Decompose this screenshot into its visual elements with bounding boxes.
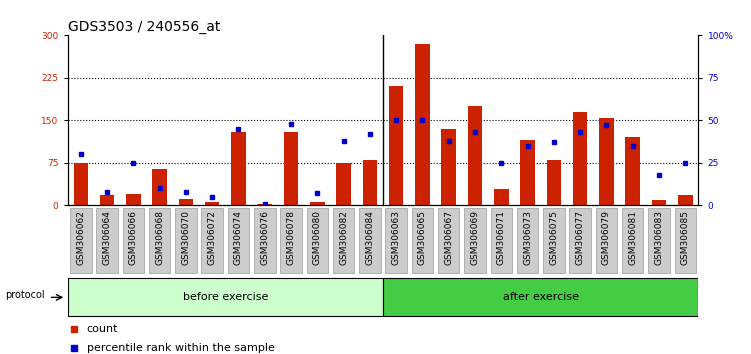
FancyBboxPatch shape bbox=[674, 208, 696, 273]
Text: GSM306077: GSM306077 bbox=[576, 210, 584, 265]
Text: GSM306071: GSM306071 bbox=[497, 210, 505, 265]
FancyBboxPatch shape bbox=[464, 208, 486, 273]
Bar bbox=[126, 194, 140, 205]
Text: GSM306083: GSM306083 bbox=[655, 210, 663, 265]
FancyBboxPatch shape bbox=[359, 208, 381, 273]
Text: count: count bbox=[86, 324, 118, 333]
Text: GSM306085: GSM306085 bbox=[681, 210, 689, 265]
Bar bbox=[205, 202, 219, 205]
FancyBboxPatch shape bbox=[254, 208, 276, 273]
Text: GSM306064: GSM306064 bbox=[103, 210, 111, 265]
Text: GSM306078: GSM306078 bbox=[287, 210, 295, 265]
Bar bbox=[494, 189, 508, 205]
Bar bbox=[415, 44, 430, 205]
Text: GSM306073: GSM306073 bbox=[523, 210, 532, 265]
FancyBboxPatch shape bbox=[333, 208, 354, 273]
Bar bbox=[389, 86, 403, 205]
Text: before exercise: before exercise bbox=[182, 292, 268, 302]
Text: GSM306070: GSM306070 bbox=[182, 210, 190, 265]
FancyBboxPatch shape bbox=[175, 208, 197, 273]
Bar bbox=[520, 140, 535, 205]
Bar bbox=[652, 200, 666, 205]
Text: GSM306065: GSM306065 bbox=[418, 210, 427, 265]
Bar bbox=[100, 195, 114, 205]
Bar bbox=[468, 106, 482, 205]
FancyBboxPatch shape bbox=[280, 208, 302, 273]
Text: GSM306081: GSM306081 bbox=[629, 210, 637, 265]
Bar bbox=[547, 160, 561, 205]
Bar bbox=[152, 169, 167, 205]
FancyBboxPatch shape bbox=[385, 208, 407, 273]
Bar bbox=[626, 137, 640, 205]
Text: GDS3503 / 240556_at: GDS3503 / 240556_at bbox=[68, 21, 220, 34]
Bar bbox=[179, 199, 193, 205]
Bar bbox=[363, 160, 377, 205]
FancyBboxPatch shape bbox=[438, 208, 460, 273]
FancyBboxPatch shape bbox=[648, 208, 670, 273]
Text: GSM306066: GSM306066 bbox=[129, 210, 137, 265]
FancyBboxPatch shape bbox=[201, 208, 223, 273]
FancyBboxPatch shape bbox=[622, 208, 644, 273]
Text: GSM306063: GSM306063 bbox=[392, 210, 400, 265]
FancyBboxPatch shape bbox=[68, 278, 383, 316]
Text: GSM306068: GSM306068 bbox=[155, 210, 164, 265]
Text: GSM306067: GSM306067 bbox=[445, 210, 453, 265]
Text: GSM306079: GSM306079 bbox=[602, 210, 611, 265]
Bar bbox=[258, 204, 272, 205]
Text: protocol: protocol bbox=[5, 290, 45, 300]
Bar bbox=[284, 132, 298, 205]
FancyBboxPatch shape bbox=[490, 208, 512, 273]
Text: GSM306084: GSM306084 bbox=[366, 210, 374, 265]
Bar bbox=[442, 129, 456, 205]
FancyBboxPatch shape bbox=[412, 208, 433, 273]
Bar bbox=[599, 118, 614, 205]
FancyBboxPatch shape bbox=[228, 208, 249, 273]
Text: after exercise: after exercise bbox=[502, 292, 579, 302]
Text: GSM306062: GSM306062 bbox=[77, 210, 85, 265]
FancyBboxPatch shape bbox=[306, 208, 328, 273]
FancyBboxPatch shape bbox=[70, 208, 92, 273]
FancyBboxPatch shape bbox=[122, 208, 144, 273]
FancyBboxPatch shape bbox=[517, 208, 538, 273]
Text: GSM306074: GSM306074 bbox=[234, 210, 243, 265]
Bar bbox=[573, 112, 587, 205]
Text: GSM306080: GSM306080 bbox=[313, 210, 321, 265]
FancyBboxPatch shape bbox=[596, 208, 617, 273]
Bar bbox=[231, 132, 246, 205]
Text: GSM306082: GSM306082 bbox=[339, 210, 348, 265]
Bar bbox=[336, 163, 351, 205]
FancyBboxPatch shape bbox=[569, 208, 591, 273]
Text: GSM306075: GSM306075 bbox=[550, 210, 558, 265]
Text: GSM306072: GSM306072 bbox=[208, 210, 216, 265]
Text: percentile rank within the sample: percentile rank within the sample bbox=[86, 343, 274, 353]
FancyBboxPatch shape bbox=[96, 208, 118, 273]
FancyBboxPatch shape bbox=[383, 278, 698, 316]
Text: GSM306076: GSM306076 bbox=[261, 210, 269, 265]
FancyBboxPatch shape bbox=[543, 208, 565, 273]
Bar bbox=[74, 163, 88, 205]
Bar bbox=[310, 202, 324, 205]
Bar bbox=[678, 195, 692, 205]
FancyBboxPatch shape bbox=[149, 208, 170, 273]
Text: GSM306069: GSM306069 bbox=[471, 210, 479, 265]
